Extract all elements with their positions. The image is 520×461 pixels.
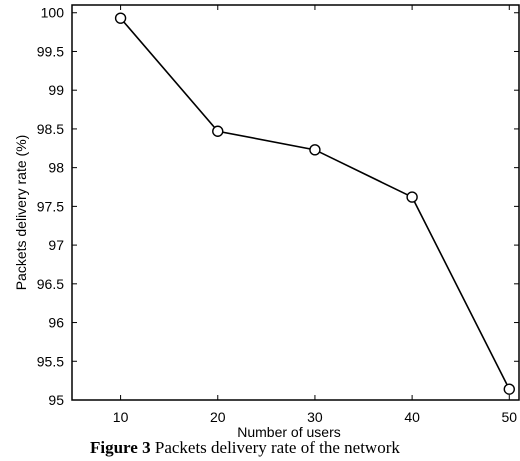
y-tick-label: 95 [48, 392, 64, 408]
y-tick-label: 95.5 [37, 353, 64, 369]
y-tick-label: 97 [48, 237, 64, 253]
plot-frame [71, 4, 520, 401]
series-layer [114, 12, 515, 395]
x-tick-label: 10 [113, 409, 129, 425]
caption-label: Figure 3 [90, 438, 151, 457]
data-point [406, 191, 418, 203]
x-tick-label: 20 [210, 409, 226, 425]
x-axis: 10 20 30 40 50 [113, 5, 517, 425]
x-tick-label: 50 [501, 409, 517, 425]
caption-text: Packets delivery rate of the network [154, 438, 400, 457]
data-point [309, 144, 321, 156]
data-point [212, 125, 224, 137]
y-axis-label: Packets delivery rate (%) [13, 135, 29, 291]
series-line [119, 17, 510, 390]
y-tick-label: 98 [48, 160, 64, 176]
y-tick-label: 97.5 [37, 198, 64, 214]
y-tick-label: 98.5 [37, 121, 64, 137]
y-tick-label: 100 [41, 5, 65, 21]
y-axis: 95 95.5 96 96.5 97 97.5 98 98.5 99 99.5 100 [37, 5, 519, 408]
y-tick-label: 96 [48, 315, 64, 331]
y-tick-label: 99 [48, 82, 64, 98]
x-axis-label: Number of users [237, 424, 340, 440]
y-tick-label: 99.5 [37, 43, 64, 59]
x-tick-label: 40 [404, 409, 420, 425]
data-point [114, 12, 127, 24]
y-tick-label: 96.5 [37, 276, 64, 292]
data-point [503, 383, 515, 395]
x-tick-label: 30 [307, 409, 323, 425]
line-chart: 95 95.5 96 96.5 97 97.5 98 98.5 99 99.5 100 10 20 30… [13, 4, 520, 440]
figure-caption: Figure 3 Packets delivery rate of the ne… [90, 438, 520, 458]
plot-border [71, 4, 520, 401]
